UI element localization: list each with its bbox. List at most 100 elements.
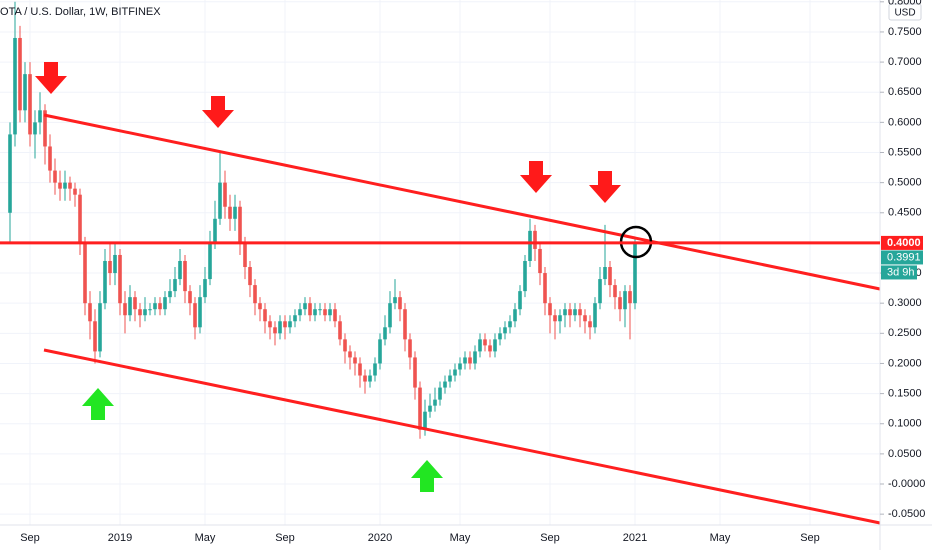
candle-body [123, 303, 127, 316]
countdown-label: 3d 9h [887, 266, 915, 278]
candle-body [233, 206, 237, 219]
y-tick-label: 0.2500 [888, 327, 922, 339]
candle-body [293, 315, 297, 322]
candle-body [23, 74, 27, 111]
candle-body [263, 309, 267, 322]
last-price-label: 0.3991 [887, 251, 921, 263]
x-tick-label: May [450, 532, 471, 544]
currency[interactable]: USD [894, 8, 915, 19]
candle-body [588, 321, 592, 328]
candle-body [303, 303, 307, 310]
candle-body [133, 297, 137, 310]
candle-body [338, 321, 342, 340]
y-tick-label: -0.0500 [888, 508, 925, 520]
lower-trendline [43, 348, 881, 525]
candle-body [488, 345, 492, 352]
candle-body [73, 188, 77, 195]
candle-body [188, 291, 192, 304]
candle-body [308, 303, 312, 316]
candle-body [378, 339, 382, 364]
candle-body [8, 134, 12, 213]
candle-body [203, 279, 207, 298]
candle-body [313, 309, 317, 316]
candle-body [18, 37, 22, 111]
candle-body [118, 254, 122, 304]
level-label: 0.4000 [887, 237, 921, 249]
candle-body [333, 309, 337, 322]
currency-box[interactable] [888, 3, 922, 21]
candle-body [53, 170, 57, 183]
candle-body [613, 285, 617, 298]
candle-body [138, 309, 142, 316]
x-tick-label: Sep [20, 532, 40, 544]
candle-body [113, 254, 117, 274]
candle-body [553, 315, 557, 322]
candle-body [503, 327, 507, 334]
candle-body [198, 297, 202, 328]
up-arrow [82, 388, 114, 420]
candle-body [208, 242, 212, 280]
candle-body [498, 333, 502, 340]
candle-body [158, 303, 162, 310]
candle-body [618, 297, 622, 310]
candle-body [623, 291, 627, 310]
candle-body [78, 194, 82, 243]
candle-body [583, 315, 587, 322]
candle-body [268, 321, 272, 328]
candle-body [628, 291, 632, 304]
y-tick-label: 0.6500 [888, 86, 922, 98]
x-tick-label: Sep [540, 532, 560, 544]
candle-body [323, 309, 327, 316]
candle-body [418, 387, 422, 430]
candle-body [238, 206, 242, 243]
candle-body [63, 182, 67, 189]
countdown-box [881, 265, 917, 280]
y-tick-label: 0.7500 [888, 26, 922, 38]
candle-body [573, 309, 577, 316]
candle-body [513, 309, 517, 322]
candle-body [218, 182, 222, 219]
y-tick-label: 0.2000 [888, 357, 922, 369]
drawings [35, 62, 881, 525]
y-tick-label: 0.1500 [888, 388, 922, 400]
candle-body [463, 357, 467, 364]
candle-body [253, 285, 257, 304]
chart-title: IOTA / U.S. Dollar, 1W, BITFINEX [0, 6, 161, 18]
candle-body [178, 260, 182, 280]
candle-body [103, 260, 107, 304]
candles [8, 1, 637, 439]
candle-body [108, 260, 112, 274]
down-arrow [35, 62, 67, 94]
y-tick-label: 0.8000 [888, 0, 922, 8]
candle-body [298, 309, 302, 316]
candle-body [58, 182, 62, 189]
candle-body [148, 309, 152, 311]
x-tick-label: 2020 [368, 532, 392, 544]
candle-body [243, 242, 247, 268]
candle-body [468, 357, 472, 364]
candle-body [173, 279, 177, 292]
y-tick-label: 0.4500 [888, 207, 922, 219]
candle-body [373, 363, 377, 376]
candle-body [288, 321, 292, 328]
candle-body [193, 303, 197, 328]
y-tick-label: 0.6000 [888, 116, 922, 128]
candle-body [538, 248, 542, 274]
candle-body [88, 303, 92, 322]
candle-body [168, 291, 172, 298]
y-tick-label: 0.5000 [888, 177, 922, 189]
candle-body [543, 273, 547, 304]
candle-body [633, 243, 637, 304]
y-tick-label: 0.5500 [888, 146, 922, 158]
last-price-box [881, 250, 923, 265]
candle-body [518, 291, 522, 310]
x-tick-label: 2021 [623, 532, 647, 544]
level-label-box [881, 235, 923, 250]
x-tick-label: May [710, 532, 731, 544]
down-arrow [202, 96, 234, 128]
candle-body [528, 230, 532, 261]
candle-body [428, 405, 432, 412]
candle-body [398, 297, 402, 310]
